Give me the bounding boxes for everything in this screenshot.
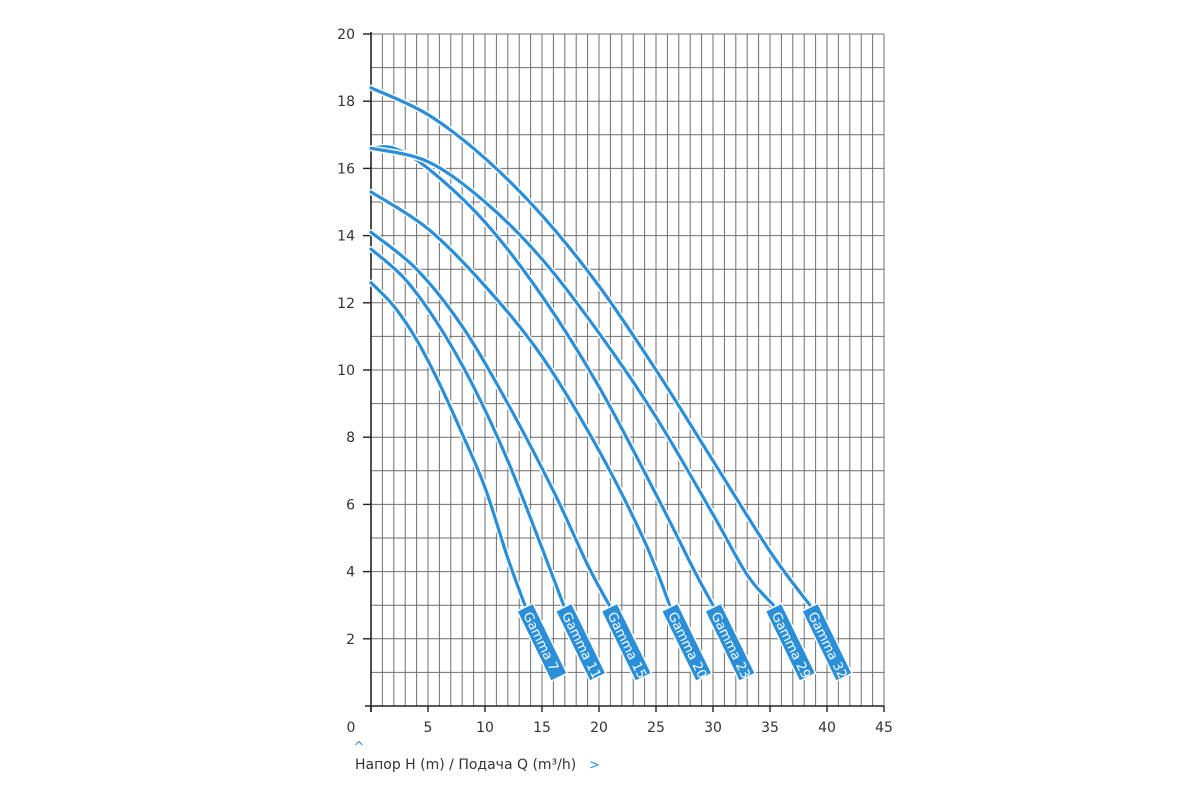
series-label: Gamma 23 [703, 602, 757, 683]
curves [368, 84, 813, 609]
y-tick-label: 14 [337, 229, 355, 245]
y-tick-label: 16 [337, 161, 355, 177]
y-tick-label: 2 [346, 632, 355, 648]
series-line [369, 86, 812, 607]
series-label-box [600, 602, 653, 683]
series-line [369, 190, 672, 607]
y-tick-label: 10 [337, 363, 355, 379]
tick-labels: 2 4 6 8 10 12 14 16 18 20 0 5 10 15 20 25 30 35 40 45 [337, 27, 893, 736]
series-label: Gamma 15 [600, 602, 653, 683]
x-tick-label: 45 [875, 720, 893, 736]
series-line-halo [368, 188, 673, 609]
series-label-box [764, 602, 817, 683]
series-label-box [800, 602, 854, 683]
series-line [369, 146, 776, 607]
x-axis-label: Напор H (m) / Подача Q (m³/h) [355, 757, 576, 773]
y-tick-label: 20 [337, 27, 355, 43]
x-tick-label: 35 [761, 720, 779, 736]
x-tick-label: 25 [647, 720, 665, 736]
series-label: Gamma 20 [660, 602, 713, 683]
series-line [369, 230, 611, 607]
y-tick-label: 12 [337, 296, 355, 312]
y-tick-label: 4 [346, 565, 355, 581]
series-label-box [660, 602, 713, 683]
series-line [369, 281, 527, 607]
y-tick-label: 18 [337, 94, 355, 110]
y-tick-label: 6 [346, 497, 355, 513]
x-tick-label: 40 [818, 720, 836, 736]
x-tick-label: 0 [347, 720, 356, 736]
series-label-box [554, 602, 607, 683]
x-tick-label: 5 [424, 720, 433, 736]
x-tick-label: 10 [476, 720, 494, 736]
x-tick-label: 20 [590, 720, 608, 736]
up-chevron-icon: ^ [354, 740, 365, 755]
right-chevron-icon: > [589, 758, 600, 773]
x-tick-label: 30 [704, 720, 722, 736]
x-tick-label: 15 [533, 720, 551, 736]
y-tick-label: 8 [346, 430, 355, 446]
series-line [369, 247, 566, 607]
series-label-box [515, 602, 569, 683]
series-label-box [703, 602, 757, 683]
